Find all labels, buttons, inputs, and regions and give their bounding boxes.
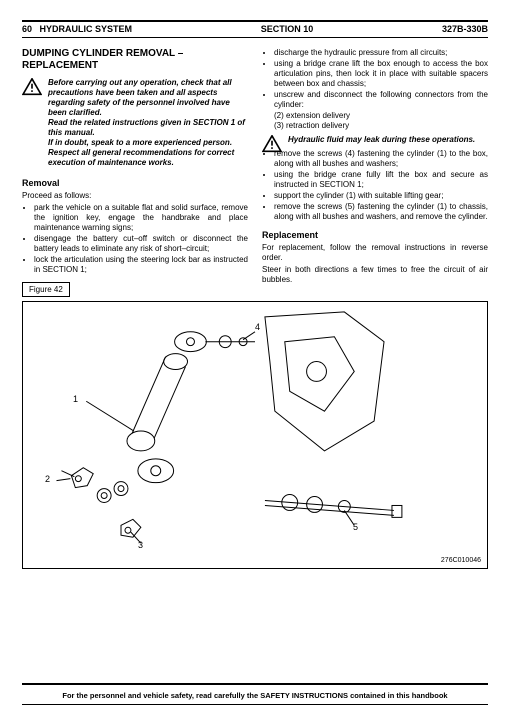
- section-label: SECTION 10: [261, 24, 314, 34]
- header-left: 60 HYDRAULIC SYSTEM: [22, 24, 132, 34]
- model-label: 327B-330B: [442, 24, 488, 34]
- list-item: using the bridge crane fully lift the bo…: [274, 170, 488, 190]
- list-item: disengage the battery cut–off switch or …: [34, 234, 248, 254]
- removal-heading: Removal: [22, 178, 248, 188]
- warning-block-1: Before carrying out any operation, check…: [22, 78, 248, 168]
- callout-4: 4: [255, 322, 260, 332]
- removal-list-right-bottom: remove the screws (4) fastening the cyli…: [262, 149, 488, 222]
- content-columns: DUMPING CYLINDER REMOVAL – REPLACEMENT B…: [22, 48, 488, 297]
- connector-item: (3) retraction delivery: [274, 121, 488, 131]
- removal-list-right-top: discharge the hydraulic pressure from al…: [262, 48, 488, 110]
- page-title: DUMPING CYLINDER REMOVAL – REPLACEMENT: [22, 48, 248, 72]
- list-item: lock the articulation using the steering…: [34, 255, 248, 275]
- list-item: support the cylinder (1) with suitable l…: [274, 191, 488, 201]
- replacement-p1: For replacement, follow the removal inst…: [262, 243, 488, 263]
- callout-3: 3: [138, 540, 143, 550]
- figure-code: 276C010046: [441, 557, 481, 564]
- replacement-p2: Steer in both directions a few times to …: [262, 265, 488, 285]
- left-column: DUMPING CYLINDER REMOVAL – REPLACEMENT B…: [22, 48, 248, 297]
- warning-triangle-icon: [22, 78, 42, 96]
- connector-sublist: (2) extension delivery (3) retraction de…: [262, 111, 488, 131]
- figure-42: 1 2 3 4 5 276C010046: [22, 301, 488, 569]
- removal-list-left: park the vehicle on a suitable flat and …: [22, 203, 248, 275]
- callout-5: 5: [353, 522, 358, 532]
- list-item: unscrew and disconnect the following con…: [274, 90, 488, 110]
- footer-text: For the personnel and vehicle safety, re…: [22, 683, 488, 705]
- warning-1-text: Before carrying out any operation, check…: [48, 78, 245, 167]
- replacement-heading: Replacement: [262, 230, 488, 240]
- list-item: discharge the hydraulic pressure from al…: [274, 48, 488, 58]
- callout-2: 2: [45, 474, 50, 484]
- list-item: using a bridge crane lift the box enough…: [274, 59, 488, 89]
- warning-block-2: Hydraulic fluid may leak during these op…: [262, 135, 488, 145]
- list-item: remove the screws (4) fastening the cyli…: [274, 149, 488, 169]
- header-rule: [22, 20, 488, 22]
- list-item: remove the screws (5) fastening the cyli…: [274, 202, 488, 222]
- warning-2-text: Hydraulic fluid may leak during these op…: [288, 135, 475, 144]
- figure-illustration: [23, 302, 487, 568]
- right-column: discharge the hydraulic pressure from al…: [262, 48, 488, 297]
- page-number: 60: [22, 24, 32, 34]
- figure-label: Figure 42: [22, 282, 70, 297]
- removal-intro: Proceed as follows:: [22, 191, 248, 201]
- system-name: HYDRAULIC SYSTEM: [40, 24, 133, 34]
- list-item: park the vehicle on a suitable flat and …: [34, 203, 248, 233]
- connector-item: (2) extension delivery: [274, 111, 488, 121]
- page-header: 60 HYDRAULIC SYSTEM SECTION 10 327B-330B: [22, 24, 488, 38]
- callout-1: 1: [73, 394, 78, 404]
- warning-triangle-icon: [262, 135, 282, 153]
